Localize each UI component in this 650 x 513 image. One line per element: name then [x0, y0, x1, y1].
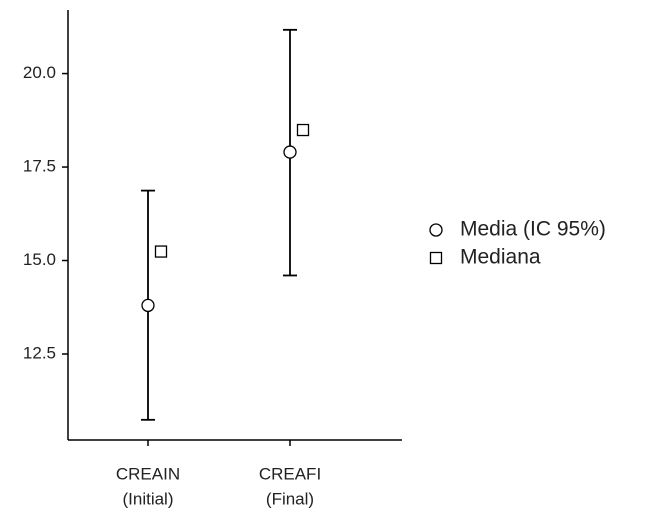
x-tick-label: (Final) [266, 489, 314, 508]
median-marker [154, 245, 168, 258]
y-tick-label: 20.0 [23, 63, 56, 82]
mean-marker [141, 298, 155, 313]
mean-marker [283, 145, 297, 159]
y-tick-label: 15.0 [23, 250, 56, 269]
x-tick-label: CREAFI [259, 464, 321, 483]
x-tick-label: (Initial) [122, 489, 173, 508]
legend-marker [429, 251, 443, 265]
x-tick-label: CREAIN [116, 464, 180, 483]
legend-label: Mediana [460, 246, 541, 269]
y-tick-label: 17.5 [23, 157, 56, 176]
legend-marker [429, 223, 443, 237]
y-tick-label: 12.5 [23, 343, 56, 362]
median-marker [296, 123, 310, 137]
legend-label: Media (IC 95%) [460, 218, 606, 241]
